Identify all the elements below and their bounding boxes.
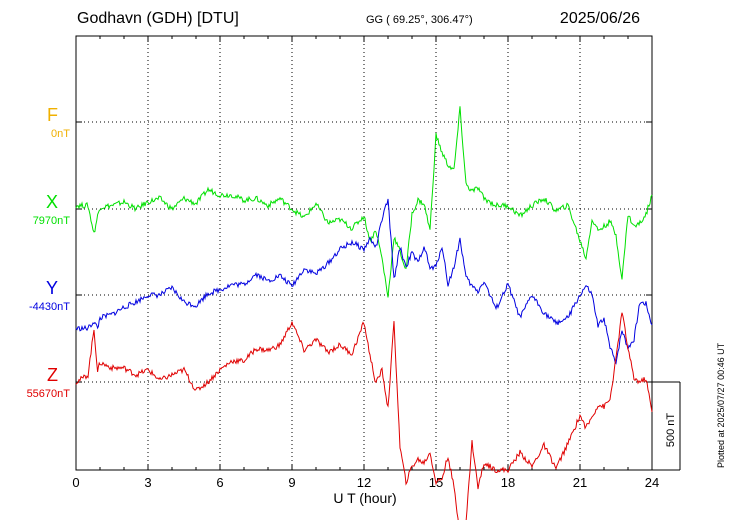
series-line-y [75,198,653,365]
series-layer [75,106,653,520]
x-tick-label: 6 [216,475,223,490]
x-axis-label: U T (hour) [333,490,397,506]
x-tick-label: 18 [501,475,515,490]
x-tick-label: 24 [645,475,659,490]
component-label-f: F [47,105,58,125]
component-baseline-z: 55670nT [26,388,70,400]
component-baseline-x: 7970nT [32,215,70,227]
axes-layer: 0 3 6 9 12 15 18 21 24 [72,35,659,490]
grid-layer [76,36,652,470]
x-tick-label: 21 [573,475,587,490]
series-line-x [75,106,653,298]
component-baseline-y: -4430nT [29,301,70,313]
series-line-z [75,312,653,520]
x-tick-label: 0 [72,475,79,490]
chart-date: 2025/06/26 [559,10,640,27]
component-label-z: Z [47,365,58,385]
component-label-x: X [45,192,58,212]
station-coordinates: GG ( 69.25°, 306.47°) [366,14,473,26]
plotted-timestamp: Plotted at 2025/07/27 00:46 UT [716,342,726,468]
x-tick-label: 3 [144,475,151,490]
component-label-y: Y [45,278,58,298]
station-title: Godhavn (GDH) [DTU] [77,10,239,27]
x-tick-label: 9 [288,475,295,490]
component-baseline-f: 0nT [51,128,70,140]
x-tick-label: 12 [357,475,371,490]
scale-bar-label: 500 nT [665,413,677,448]
scale-bar: 500 nT [652,381,681,471]
